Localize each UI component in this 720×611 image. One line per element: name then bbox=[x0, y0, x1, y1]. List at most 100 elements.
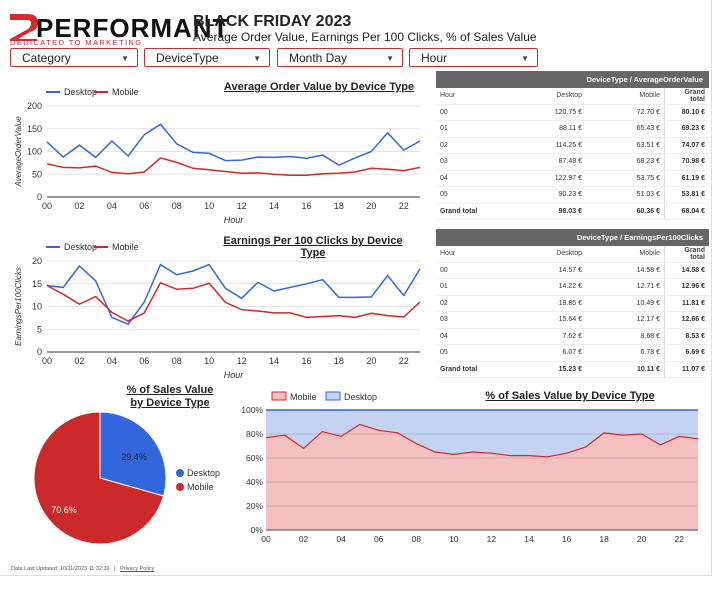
epc-pivot-table: DeviceType / EarningsPer100Clicks Hour D… bbox=[436, 229, 709, 378]
series-line-desktop bbox=[46, 263, 421, 326]
table-cell: 14.22 € bbox=[494, 278, 586, 296]
pie-chart: 29.4% 70.6% Desktop Mobile bbox=[33, 411, 220, 545]
pie-chart-title: % of Sales Value by Device Type bbox=[110, 384, 230, 410]
series-line-mobile bbox=[265, 423, 699, 458]
table-cell: 8.68 € bbox=[586, 328, 665, 345]
area-mobile bbox=[266, 424, 698, 530]
table-cell: 11.81 € bbox=[664, 295, 709, 312]
table-cell: 8.53 € bbox=[664, 328, 709, 345]
y-tick-label: 150 bbox=[27, 124, 42, 134]
table-row: 02 114.25 €63.51 €74.07 € bbox=[436, 137, 709, 154]
table-cell: 68.04 € bbox=[664, 202, 709, 220]
x-tick-label: 02 bbox=[299, 534, 309, 544]
filter-month-day[interactable]: Month Day ▼ bbox=[277, 48, 403, 67]
y-tick-label: 0% bbox=[251, 525, 264, 535]
table-cell: 15.64 € bbox=[494, 311, 586, 329]
table-cell: 87.48 € bbox=[494, 153, 586, 171]
y-tick-label: 50 bbox=[32, 169, 42, 179]
x-axis-title: Hour bbox=[224, 370, 245, 380]
table-row: 00 120.75 €72.70 €80.10 € bbox=[436, 104, 709, 121]
table-row: 04 7.62 €8.68 €8.53 € bbox=[436, 328, 709, 345]
table-row: 05 6.07 €6.78 €6.69 € bbox=[436, 344, 709, 362]
column-header: Mobile bbox=[586, 246, 665, 263]
x-tick-label: 20 bbox=[366, 356, 376, 366]
x-tick-label: 02 bbox=[74, 356, 84, 366]
table-cell: 72.70 € bbox=[586, 104, 665, 121]
table-cell: 10.11 € bbox=[586, 360, 665, 378]
table-cell: 04 bbox=[436, 328, 494, 345]
x-tick-label: 00 bbox=[42, 356, 52, 366]
aov-line-chart: Desktop Mobile 0 50 100 150 200 00 02 04 06 08 10 12 1… bbox=[14, 87, 421, 225]
table-cell: Grand total bbox=[436, 202, 494, 220]
table-cell: 68.23 € bbox=[586, 153, 665, 171]
column-header: Mobile bbox=[586, 88, 665, 105]
pie-slice-mobile bbox=[33, 411, 165, 545]
table-cell: 04 bbox=[436, 170, 494, 187]
filter-category-label: Category bbox=[22, 51, 71, 65]
legend-label: Mobile bbox=[112, 242, 139, 252]
table-row: 05 90.23 €51.03 €53.81 € bbox=[436, 186, 709, 204]
table-cell: 12.71 € bbox=[586, 278, 665, 296]
x-axis-title: Hour bbox=[224, 215, 245, 225]
column-header: Hour bbox=[436, 246, 494, 263]
table-cell: 02 bbox=[436, 295, 494, 312]
dropdown-arrow-icon: ▼ bbox=[386, 54, 394, 63]
aov-chart-title: Average Order Value by Device Type bbox=[223, 81, 415, 93]
table-cell: 122.97 € bbox=[494, 170, 586, 187]
table-cell: 05 bbox=[436, 186, 494, 204]
filter-hour[interactable]: Hour ▼ bbox=[409, 48, 538, 67]
table-cell: 01 bbox=[436, 278, 494, 296]
legend-label: Desktop bbox=[64, 242, 97, 252]
x-tick-label: 20 bbox=[366, 201, 376, 211]
x-tick-label: 00 bbox=[42, 201, 52, 211]
x-tick-label: 04 bbox=[107, 201, 117, 211]
y-tick-label: 20% bbox=[246, 501, 263, 511]
table-cell: 6.69 € bbox=[664, 344, 709, 362]
epc-line-chart: Desktop Mobile 0 5 10 15 20 00 02 04 06 08 10 12 14 16 1… bbox=[14, 242, 421, 380]
y-tick-label: 80% bbox=[246, 429, 263, 439]
column-header: Grand total bbox=[664, 246, 709, 263]
filter-hour-label: Hour bbox=[421, 51, 448, 65]
table-cell: 114.25 € bbox=[494, 137, 586, 154]
table-cell: 88.11 € bbox=[494, 120, 586, 138]
table-cell: 11.07 € bbox=[664, 360, 709, 378]
pie-title-line1: % of Sales Value bbox=[126, 384, 214, 396]
table-row: 01 14.22 €12.71 €12.96 € bbox=[436, 278, 709, 296]
x-tick-label: 16 bbox=[301, 201, 311, 211]
y-tick-label: 10 bbox=[32, 302, 42, 312]
table-cell: 03 bbox=[436, 153, 494, 171]
x-tick-label: 16 bbox=[301, 356, 311, 366]
x-tick-label: 08 bbox=[412, 534, 422, 544]
legend-label: Mobile bbox=[187, 482, 214, 492]
column-header: Desktop bbox=[494, 246, 586, 263]
filter-devicetype[interactable]: DeviceType ▼ bbox=[144, 48, 270, 67]
pie-data-label: 70.6% bbox=[51, 505, 77, 515]
x-tick-label: 12 bbox=[237, 356, 247, 366]
privacy-policy-link[interactable]: Privacy Policy bbox=[120, 566, 155, 572]
table-cell: 61.19 € bbox=[664, 170, 709, 187]
table-cell: 69.23 € bbox=[664, 120, 709, 138]
table-row: 04 122.97 €53.75 €61.19 € bbox=[436, 170, 709, 187]
table-cell: 53.81 € bbox=[664, 186, 709, 204]
series-line-mobile bbox=[46, 157, 421, 176]
table-cell: 12.66 € bbox=[664, 311, 709, 329]
table-cell: 00 bbox=[436, 104, 494, 121]
table-cell: 6.07 € bbox=[494, 344, 586, 362]
x-tick-label: 18 bbox=[599, 534, 609, 544]
table-cell: 14.57 € bbox=[494, 262, 586, 279]
filter-month-day-label: Month Day bbox=[289, 51, 348, 65]
area-chart-title: % of Sales Value by Device Type bbox=[485, 390, 655, 402]
epc-chart-title: Earnings Per 100 Clicks by Device Type bbox=[223, 235, 403, 259]
x-tick-label: 00 bbox=[261, 534, 271, 544]
legend-label: Desktop bbox=[187, 468, 220, 478]
table-cell: 05 bbox=[436, 344, 494, 362]
legend-label: Mobile bbox=[290, 392, 317, 402]
filter-category[interactable]: Category ▼ bbox=[10, 48, 138, 67]
aov-table-title: DeviceType / AverageOrderValue bbox=[436, 71, 709, 88]
y-tick-label: 200 bbox=[27, 101, 42, 111]
table-cell: 00 bbox=[436, 262, 494, 279]
brand-logo-icon bbox=[10, 14, 38, 41]
table-cell: 74.07 € bbox=[664, 137, 709, 154]
last-updated-text: Data Last Updated: 10/11/2023 11:32:39 bbox=[11, 566, 110, 572]
x-tick-label: 08 bbox=[172, 201, 182, 211]
